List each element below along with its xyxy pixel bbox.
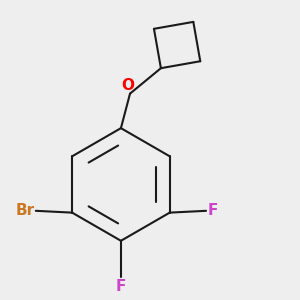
Text: F: F: [116, 279, 126, 294]
Text: O: O: [122, 77, 135, 92]
Text: F: F: [208, 203, 218, 218]
Text: Br: Br: [15, 203, 34, 218]
